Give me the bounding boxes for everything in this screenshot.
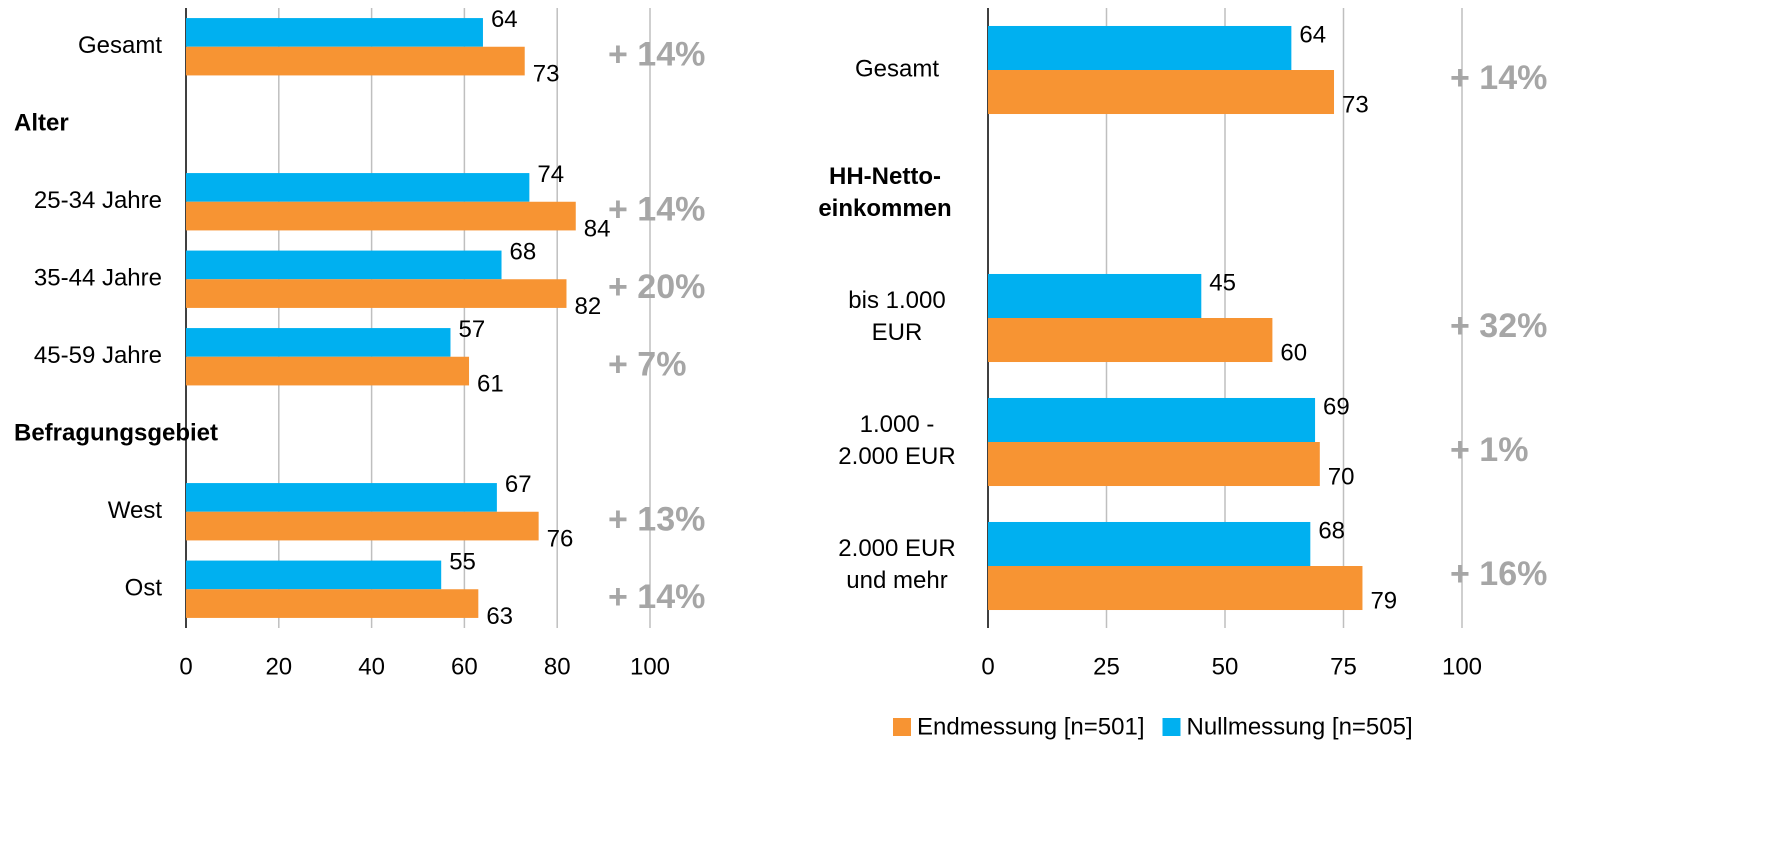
change-label: + 16%	[1450, 555, 1547, 593]
value-label: 68	[1318, 517, 1345, 544]
legend-label: Endmessung [n=501]	[917, 713, 1145, 740]
x-tick-label: 75	[1330, 653, 1357, 680]
bar	[988, 566, 1363, 611]
value-label: 73	[1342, 91, 1369, 118]
value-label: 79	[1370, 587, 1397, 614]
bar	[186, 46, 525, 76]
x-tick-label: 60	[451, 653, 478, 680]
value-label: 63	[486, 603, 513, 630]
value-label: 73	[533, 60, 560, 87]
x-tick-label: 0	[179, 653, 192, 680]
change-label: + 7%	[608, 346, 686, 384]
category-label: Ost	[125, 575, 163, 602]
bar	[988, 70, 1335, 115]
bar	[186, 173, 530, 202]
value-label: 55	[449, 548, 476, 575]
legend-label: Nullmessung [n=505]	[1187, 713, 1413, 740]
x-tick-label: 25	[1093, 653, 1120, 680]
section-header: Befragungsgebiet	[14, 420, 218, 447]
value-label: 68	[510, 238, 537, 265]
change-label: + 14%	[1450, 59, 1547, 97]
x-tick-label: 50	[1212, 653, 1239, 680]
value-label: 64	[491, 6, 518, 33]
category-label: 35-44 Jahre	[34, 265, 162, 292]
value-label: 69	[1323, 393, 1350, 420]
value-label: 76	[547, 525, 574, 552]
bar	[988, 318, 1273, 363]
value-label: 61	[477, 370, 504, 397]
value-label: 74	[537, 161, 564, 188]
change-label: + 14%	[608, 578, 705, 616]
x-tick-label: 100	[630, 653, 670, 680]
bar	[186, 589, 479, 618]
category-label: 2.000 EUR und mehr	[838, 535, 955, 594]
bar	[186, 483, 497, 512]
category-label: 25-34 Jahre	[34, 187, 162, 214]
change-label: + 20%	[608, 268, 705, 306]
bar	[988, 25, 1292, 70]
category-label: Gesamt	[855, 55, 939, 82]
change-label: + 14%	[608, 191, 705, 229]
category-label: 45-59 Jahre	[34, 342, 162, 369]
x-tick-label: 0	[981, 653, 994, 680]
legend-swatch	[893, 718, 911, 736]
bar	[186, 328, 451, 357]
bar	[988, 397, 1316, 442]
bar	[186, 250, 502, 280]
section-header: Alter	[14, 110, 69, 137]
value-label: 60	[1280, 339, 1307, 366]
section-header: HH-Netto-einkommen	[818, 163, 951, 222]
category-label: bis 1.000 EUR	[848, 287, 945, 346]
value-label: 67	[505, 471, 532, 498]
value-label: 57	[458, 316, 485, 343]
x-tick-label: 20	[265, 653, 292, 680]
change-label: + 13%	[608, 501, 705, 539]
value-label: 64	[1299, 21, 1326, 48]
category-label: Gesamt	[78, 32, 162, 59]
value-label: 45	[1209, 269, 1236, 296]
bar	[186, 201, 576, 231]
legend-swatch	[1162, 718, 1181, 736]
category-label: West	[108, 497, 163, 524]
bar	[988, 442, 1320, 487]
change-label: + 1%	[1450, 431, 1528, 469]
bar	[988, 273, 1202, 318]
bar	[186, 356, 470, 386]
bar	[186, 279, 567, 308]
value-label: 82	[574, 293, 601, 320]
category-label: 1.000 -2.000 EUR	[838, 411, 955, 470]
bar	[186, 560, 442, 590]
value-label: 70	[1328, 463, 1355, 490]
x-tick-label: 40	[358, 653, 385, 680]
bar	[186, 18, 483, 47]
x-tick-label: 100	[1442, 653, 1482, 680]
change-label: + 32%	[1450, 307, 1547, 345]
x-tick-label: 80	[544, 653, 571, 680]
value-label: 84	[584, 215, 611, 242]
bar	[988, 521, 1311, 566]
bar	[186, 511, 539, 541]
change-label: + 14%	[608, 36, 705, 74]
